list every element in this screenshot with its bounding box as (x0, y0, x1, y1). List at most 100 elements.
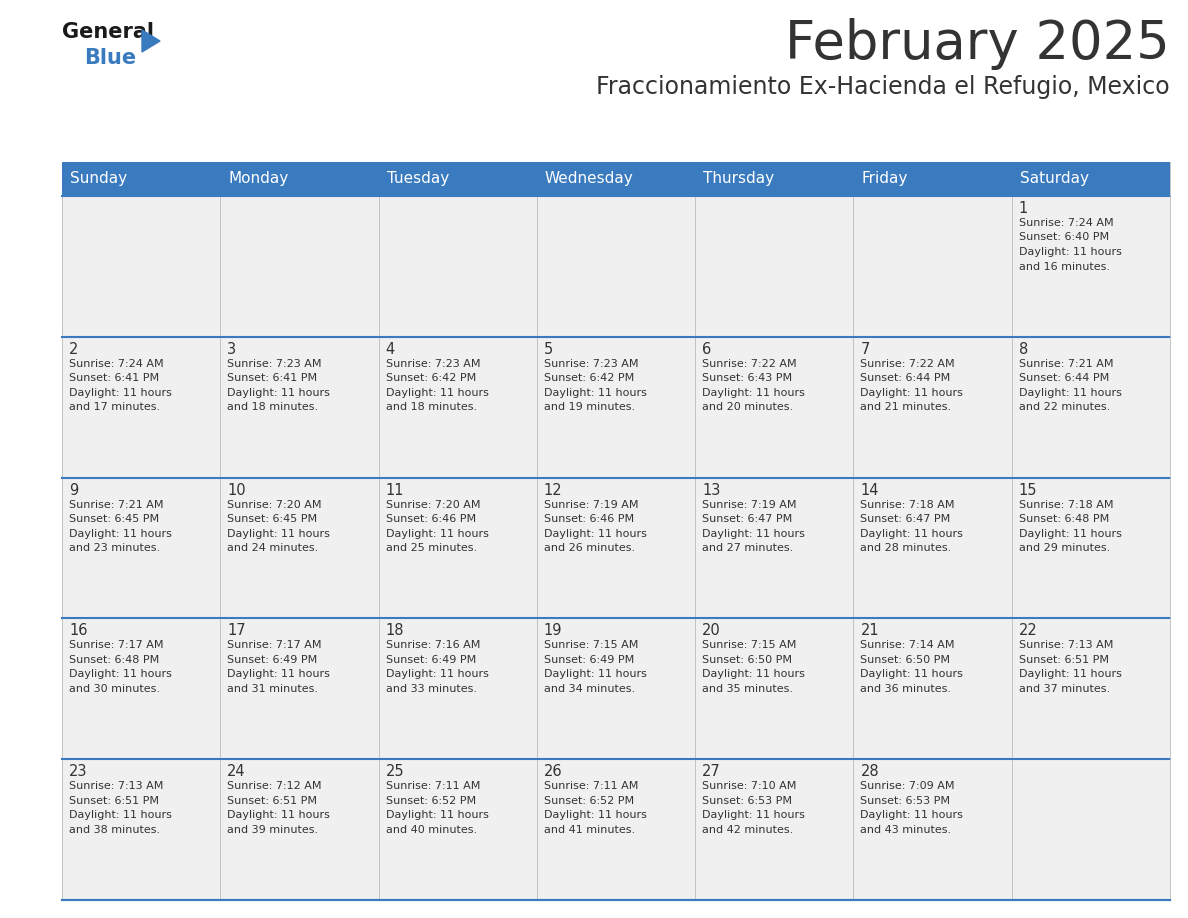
Text: Sunset: 6:45 PM: Sunset: 6:45 PM (69, 514, 159, 524)
Text: Daylight: 11 hours: Daylight: 11 hours (386, 811, 488, 820)
Text: Sunrise: 7:18 AM: Sunrise: 7:18 AM (1019, 499, 1113, 509)
Text: Sunrise: 7:24 AM: Sunrise: 7:24 AM (1019, 218, 1113, 228)
Text: and 22 minutes.: and 22 minutes. (1019, 402, 1110, 412)
Text: Sunset: 6:44 PM: Sunset: 6:44 PM (860, 374, 950, 384)
Text: Daylight: 11 hours: Daylight: 11 hours (1019, 247, 1121, 257)
Text: and 37 minutes.: and 37 minutes. (1019, 684, 1110, 694)
Text: 16: 16 (69, 623, 88, 638)
Text: 20: 20 (702, 623, 721, 638)
Text: Daylight: 11 hours: Daylight: 11 hours (1019, 669, 1121, 679)
Bar (853, 196, 1012, 337)
Text: Sunday: Sunday (70, 172, 127, 186)
Text: and 18 minutes.: and 18 minutes. (227, 402, 318, 412)
Text: Sunset: 6:47 PM: Sunset: 6:47 PM (860, 514, 950, 524)
Bar (220, 196, 379, 337)
Text: Sunset: 6:51 PM: Sunset: 6:51 PM (227, 796, 317, 806)
Text: and 31 minutes.: and 31 minutes. (227, 684, 318, 694)
Bar (62, 619, 220, 759)
Text: 3: 3 (227, 341, 236, 357)
Text: Tuesday: Tuesday (386, 172, 449, 186)
Text: and 20 minutes.: and 20 minutes. (702, 402, 794, 412)
Text: Daylight: 11 hours: Daylight: 11 hours (860, 387, 963, 397)
Text: Sunset: 6:48 PM: Sunset: 6:48 PM (1019, 514, 1108, 524)
Bar (62, 759, 220, 900)
Text: Sunrise: 7:17 AM: Sunrise: 7:17 AM (69, 641, 164, 650)
Text: and 24 minutes.: and 24 minutes. (227, 543, 318, 554)
Text: Daylight: 11 hours: Daylight: 11 hours (702, 529, 805, 539)
Text: Sunrise: 7:13 AM: Sunrise: 7:13 AM (1019, 641, 1113, 650)
Text: 28: 28 (860, 764, 879, 779)
Text: Sunrise: 7:24 AM: Sunrise: 7:24 AM (69, 359, 164, 369)
Bar (220, 619, 379, 759)
Text: 14: 14 (860, 483, 879, 498)
Text: 25: 25 (386, 764, 404, 779)
Text: Monday: Monday (228, 172, 289, 186)
Text: Daylight: 11 hours: Daylight: 11 hours (544, 529, 646, 539)
Text: Sunset: 6:41 PM: Sunset: 6:41 PM (227, 374, 317, 384)
Bar (62, 162, 1170, 196)
Bar (379, 759, 537, 900)
Polygon shape (143, 30, 160, 52)
Text: 9: 9 (69, 483, 78, 498)
Text: Sunset: 6:49 PM: Sunset: 6:49 PM (544, 655, 634, 665)
Text: Sunrise: 7:14 AM: Sunrise: 7:14 AM (860, 641, 955, 650)
Text: Sunrise: 7:23 AM: Sunrise: 7:23 AM (386, 359, 480, 369)
Text: Sunset: 6:40 PM: Sunset: 6:40 PM (1019, 232, 1108, 242)
Text: Sunrise: 7:19 AM: Sunrise: 7:19 AM (544, 499, 638, 509)
Text: Sunset: 6:50 PM: Sunset: 6:50 PM (702, 655, 792, 665)
Text: and 39 minutes.: and 39 minutes. (227, 824, 318, 834)
Bar (1012, 337, 1170, 477)
Bar (379, 477, 537, 619)
Text: Sunrise: 7:11 AM: Sunrise: 7:11 AM (544, 781, 638, 791)
Text: Daylight: 11 hours: Daylight: 11 hours (386, 669, 488, 679)
Text: and 23 minutes.: and 23 minutes. (69, 543, 160, 554)
Bar (220, 337, 379, 477)
Text: and 28 minutes.: and 28 minutes. (860, 543, 952, 554)
Text: Sunrise: 7:18 AM: Sunrise: 7:18 AM (860, 499, 955, 509)
Text: Daylight: 11 hours: Daylight: 11 hours (227, 387, 330, 397)
Text: and 42 minutes.: and 42 minutes. (702, 824, 794, 834)
Text: Daylight: 11 hours: Daylight: 11 hours (69, 811, 172, 820)
Bar (1012, 759, 1170, 900)
Text: Daylight: 11 hours: Daylight: 11 hours (544, 811, 646, 820)
Bar (695, 619, 853, 759)
Text: Daylight: 11 hours: Daylight: 11 hours (69, 669, 172, 679)
Text: and 27 minutes.: and 27 minutes. (702, 543, 794, 554)
Text: Sunset: 6:51 PM: Sunset: 6:51 PM (69, 796, 159, 806)
Text: Sunrise: 7:10 AM: Sunrise: 7:10 AM (702, 781, 796, 791)
Text: Daylight: 11 hours: Daylight: 11 hours (227, 529, 330, 539)
Text: 19: 19 (544, 623, 562, 638)
Text: Daylight: 11 hours: Daylight: 11 hours (702, 669, 805, 679)
Text: Friday: Friday (861, 172, 908, 186)
Text: 26: 26 (544, 764, 562, 779)
Text: and 26 minutes.: and 26 minutes. (544, 543, 634, 554)
Bar (220, 759, 379, 900)
Text: 24: 24 (227, 764, 246, 779)
Text: Daylight: 11 hours: Daylight: 11 hours (544, 387, 646, 397)
Bar (62, 196, 220, 337)
Text: Sunrise: 7:17 AM: Sunrise: 7:17 AM (227, 641, 322, 650)
Text: Sunrise: 7:20 AM: Sunrise: 7:20 AM (386, 499, 480, 509)
Text: Fraccionamiento Ex-Hacienda el Refugio, Mexico: Fraccionamiento Ex-Hacienda el Refugio, … (596, 75, 1170, 99)
Text: Sunset: 6:50 PM: Sunset: 6:50 PM (860, 655, 950, 665)
Text: Sunset: 6:49 PM: Sunset: 6:49 PM (227, 655, 317, 665)
Text: and 19 minutes.: and 19 minutes. (544, 402, 634, 412)
Text: and 34 minutes.: and 34 minutes. (544, 684, 634, 694)
Text: Daylight: 11 hours: Daylight: 11 hours (386, 529, 488, 539)
Bar (853, 759, 1012, 900)
Text: Wednesday: Wednesday (545, 172, 633, 186)
Text: Sunrise: 7:15 AM: Sunrise: 7:15 AM (544, 641, 638, 650)
Text: Daylight: 11 hours: Daylight: 11 hours (860, 669, 963, 679)
Text: and 38 minutes.: and 38 minutes. (69, 824, 160, 834)
Text: 13: 13 (702, 483, 720, 498)
Text: 4: 4 (386, 341, 394, 357)
Text: Sunrise: 7:21 AM: Sunrise: 7:21 AM (1019, 359, 1113, 369)
Text: Daylight: 11 hours: Daylight: 11 hours (860, 529, 963, 539)
Text: Sunrise: 7:09 AM: Sunrise: 7:09 AM (860, 781, 955, 791)
Text: and 25 minutes.: and 25 minutes. (386, 543, 476, 554)
Text: Daylight: 11 hours: Daylight: 11 hours (227, 669, 330, 679)
Text: 21: 21 (860, 623, 879, 638)
Text: Sunset: 6:49 PM: Sunset: 6:49 PM (386, 655, 476, 665)
Text: Sunset: 6:43 PM: Sunset: 6:43 PM (702, 374, 792, 384)
Bar (853, 477, 1012, 619)
